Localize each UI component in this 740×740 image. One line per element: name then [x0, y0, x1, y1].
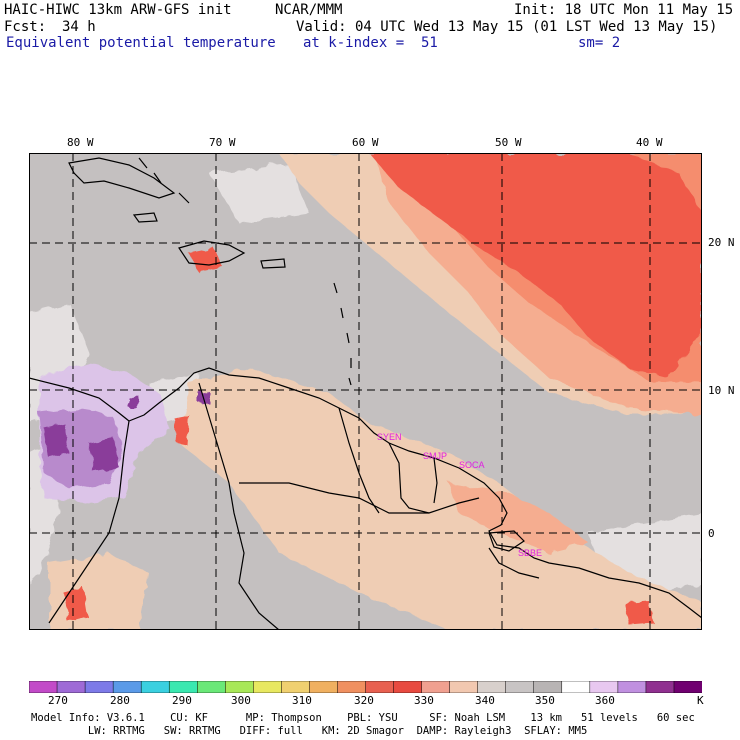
legend-tick-300: 300 — [231, 694, 251, 707]
color-scale-swatch — [449, 681, 479, 693]
color-scale-swatch — [112, 681, 142, 693]
color-scale-swatch — [225, 681, 255, 693]
lon-label-80w: 80 W — [67, 136, 94, 149]
lat-lon-grid — [29, 153, 702, 630]
color-scale-swatch — [365, 681, 395, 693]
color-scale-swatch — [197, 681, 227, 693]
jamaica-coast — [132, 212, 158, 223]
cuba-coast — [68, 157, 176, 199]
lesser-antilles — [333, 282, 352, 386]
color-scale-swatch — [589, 681, 619, 693]
legend-tick-290: 290 — [172, 694, 192, 707]
valid-time: Valid: 04 UTC Wed 13 May 15 (01 LST Wed … — [296, 19, 718, 35]
color-scale-swatch — [84, 681, 114, 693]
lon-label-40w: 40 W — [636, 136, 663, 149]
french-guiana-border — [433, 457, 438, 504]
color-scale-swatch — [168, 681, 199, 693]
bahamas-coast — [138, 157, 190, 204]
lat-label-20n: 20 N — [708, 236, 735, 249]
color-scale-swatch — [505, 681, 535, 693]
south-america-coast — [29, 367, 702, 619]
color-scale-swatch — [309, 681, 339, 693]
color-scale-swatch — [337, 681, 367, 693]
station-syen: SYEN — [377, 432, 402, 442]
map-frame — [29, 153, 702, 630]
puerto-rico-coast — [260, 258, 286, 269]
legend-tick-270: 270 — [48, 694, 68, 707]
dark-purple-region — [89, 438, 119, 473]
color-scale-bar — [29, 681, 702, 693]
model-title: HAIC-HIWC 13km ARW-GFS init — [4, 2, 232, 18]
theta-e-shading — [29, 153, 702, 630]
legend-tick-310: 310 — [292, 694, 312, 707]
lon-label-50w: 50 W — [495, 136, 522, 149]
suriname-border — [388, 442, 430, 514]
lat-label-10n: 10 N — [708, 384, 735, 397]
amazon-coast — [488, 547, 540, 579]
tan-band — [179, 368, 702, 630]
color-scale-swatch — [56, 681, 86, 693]
marajo-island — [488, 530, 525, 552]
model-info-line-1: Model Info: V3.6.1 CU: KF MP: Thompson P… — [31, 712, 695, 724]
red-spot-southeast — [624, 601, 654, 625]
coastlines — [29, 157, 702, 630]
color-scale-swatch — [29, 681, 58, 693]
dark-purple-region — [44, 423, 69, 458]
model-info-line-2: LW: RRTMG SW: RRTMG DIFF: full KM: 2D Sm… — [31, 725, 588, 737]
red-spot-panama — [174, 415, 189, 445]
red-spot-brazil — [64, 588, 89, 623]
legend-tick-360: 360 — [595, 694, 615, 707]
color-scale-swatch — [281, 681, 311, 693]
legend-unit: K — [697, 694, 704, 707]
smoothing: sm= 2 — [578, 35, 621, 51]
legend-tick-320: 320 — [354, 694, 374, 707]
legend-tick-340: 340 — [475, 694, 495, 707]
lon-label-60w: 60 W — [352, 136, 379, 149]
lon-label-70w: 70 W — [209, 136, 236, 149]
color-scale-swatch — [393, 681, 423, 693]
color-scale-swatch — [140, 681, 170, 693]
field-name: Equivalent potential temperature — [6, 35, 276, 51]
color-scale-swatch — [645, 681, 675, 693]
legend-tick-330: 330 — [414, 694, 434, 707]
color-scale-swatch — [533, 681, 563, 693]
red-spot-hispaniola — [189, 248, 224, 273]
legend-tick-350: 350 — [535, 694, 555, 707]
dark-purple-region — [129, 396, 139, 408]
dark-purple-region — [199, 391, 209, 404]
forecast-hours: 34 h — [62, 19, 96, 35]
salmon-band — [449, 483, 589, 553]
station-soca: SOCA — [459, 460, 485, 470]
organization: NCAR/MMM — [275, 2, 343, 18]
red-core — [369, 153, 702, 378]
color-scale-swatch — [617, 681, 647, 693]
lat-label-0: 0 — [708, 527, 715, 540]
color-scale-swatch — [421, 681, 451, 693]
color-scale-swatch — [477, 681, 507, 693]
level-index: at k-index = 51 — [303, 35, 438, 51]
light-patch — [209, 163, 309, 223]
hispaniola-coast — [178, 240, 246, 266]
station-smjp: SMJP — [423, 451, 447, 461]
color-scale-swatch — [673, 681, 702, 693]
color-scale-swatch — [253, 681, 283, 693]
brazil-border — [239, 482, 480, 514]
theta-e-map: SYEN SMJP SOCA SBBE — [29, 153, 702, 630]
init-time: Init: 18 UTC Mon 11 May 15 — [514, 2, 734, 18]
color-scale-swatch — [561, 681, 591, 693]
guyana-border — [338, 407, 380, 514]
station-sbbe: SBBE — [518, 548, 542, 558]
forecast-label: Fcst: — [4, 19, 47, 35]
legend-tick-280: 280 — [110, 694, 130, 707]
